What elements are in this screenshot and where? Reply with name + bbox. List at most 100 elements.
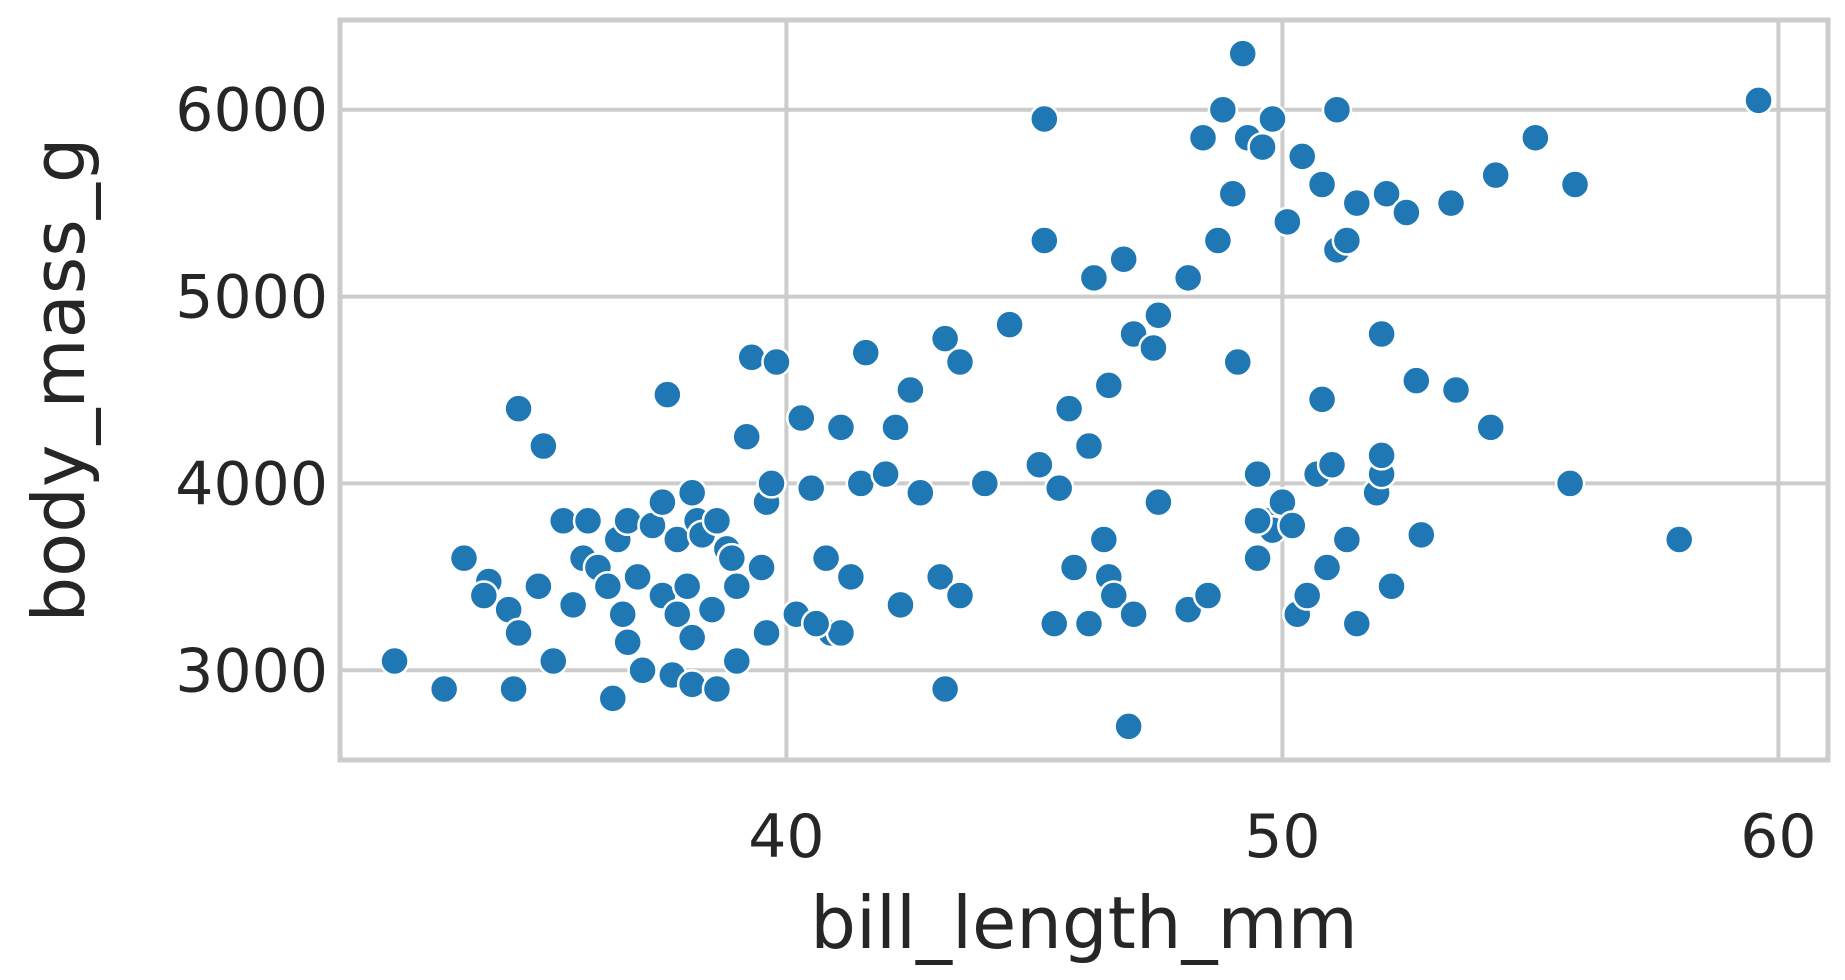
data-point [1306,169,1338,200]
data-point [1391,197,1422,228]
data-point [1321,94,1353,125]
data-point [1341,608,1373,639]
data-point [523,570,554,602]
data-point [880,412,911,443]
data-point [1371,178,1402,210]
data-point [1475,412,1506,443]
data-point [800,608,832,639]
data-point [1291,580,1323,611]
data-point [895,374,926,406]
data-point [1242,458,1273,490]
x-tick-label: 50 [1244,802,1320,872]
y-tick-label: 6000 [175,76,328,146]
data-point [1053,393,1085,424]
data-point [1331,225,1363,256]
data-point [468,580,500,611]
data-point [498,673,529,705]
data-point [1227,38,1258,69]
data-point [1118,598,1149,630]
data-point [924,561,956,593]
data-point [1058,552,1090,583]
data-point [1029,103,1060,135]
data-point [994,309,1025,340]
data-point [756,468,787,499]
data-point [503,617,534,649]
data-point [671,570,703,602]
data-point [1143,486,1174,518]
data-point [1242,505,1273,537]
data-point [1306,384,1338,415]
data-point [503,393,534,424]
data-point [835,561,867,593]
data-point [929,323,961,354]
data-point [1277,510,1308,541]
data-point [1143,300,1174,331]
data-point [850,337,882,368]
data-point [647,486,678,518]
data-point [885,589,916,621]
x-axis-label: bill_length_mm [810,881,1358,965]
data-point [1217,178,1249,210]
data-point [795,472,827,504]
data-point [676,669,708,700]
data-point [1098,580,1130,611]
data-point [1113,711,1144,742]
y-tick-label: 4000 [175,449,328,519]
data-points [379,38,1774,742]
data-point [1406,519,1437,551]
data-point [1029,225,1060,256]
data-point [696,594,728,625]
data-point [825,412,857,443]
data-point [1554,468,1586,499]
data-point [428,673,460,705]
data-point [1341,187,1373,219]
data-point [528,430,559,462]
data-point [1073,430,1105,462]
y-tick-labels: 3000 4000 5000 6000 [175,76,328,707]
data-point [1093,370,1125,401]
data-point [1286,141,1318,172]
data-point [1187,122,1219,153]
data-point [1743,85,1774,116]
data-point [1376,570,1407,602]
data-point [1480,159,1511,191]
data-point [538,645,569,677]
data-point [1401,365,1432,396]
data-point [944,346,976,378]
x-tick-labels: 40 50 60 [748,802,1816,872]
data-point [1366,440,1397,471]
data-point [652,379,683,410]
data-point [944,580,976,611]
data-point [1078,262,1110,294]
data-point [676,477,708,509]
data-point [1559,169,1591,200]
data-point [1222,346,1254,378]
data-point [1108,243,1139,275]
data-point [612,505,643,537]
data-point [1331,524,1363,555]
plot-frame [337,17,1831,763]
data-point [751,617,782,649]
data-point [716,542,748,574]
data-point [969,468,1001,499]
data-point [1024,449,1055,480]
x-tick-label: 40 [748,802,824,872]
grid-lines [340,20,1828,760]
y-tick-label: 5000 [175,263,328,333]
data-point [607,598,638,630]
data-point [1520,122,1551,153]
data-point [1073,608,1105,639]
data-point [1172,262,1204,294]
data-point [786,402,817,434]
data-point [1272,206,1303,238]
data-point [1043,472,1075,504]
data-point [572,505,604,537]
data-point [761,346,792,378]
data-point [701,505,733,537]
data-point [1242,542,1273,574]
data-point [662,598,693,630]
data-point [1192,580,1224,611]
data-point [1247,131,1278,163]
data-point [379,645,410,677]
